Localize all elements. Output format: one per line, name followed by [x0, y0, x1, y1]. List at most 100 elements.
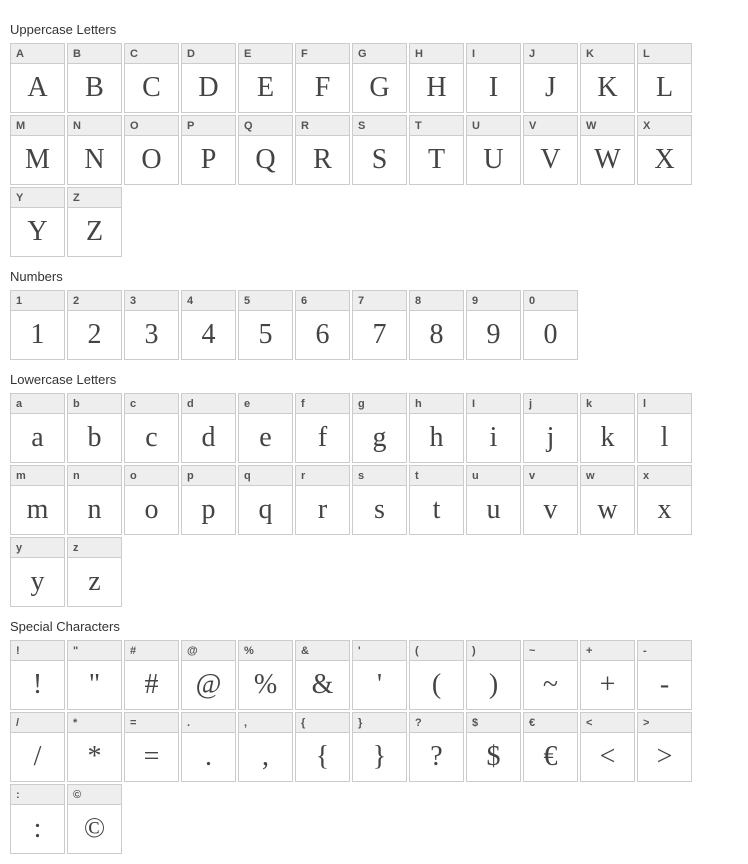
- char-cell[interactable]: Ii: [466, 393, 521, 463]
- char-label: S: [353, 116, 406, 136]
- char-label: :: [11, 785, 64, 805]
- char-cell[interactable]: YY: [10, 187, 65, 257]
- char-cell[interactable]: //: [10, 712, 65, 782]
- char-label: @: [182, 641, 235, 661]
- char-cell[interactable]: yy: [10, 537, 65, 607]
- char-cell[interactable]: $$: [466, 712, 521, 782]
- char-cell[interactable]: ::: [10, 784, 65, 854]
- char-cell[interactable]: UU: [466, 115, 521, 185]
- char-glyph: 0: [524, 311, 577, 359]
- char-cell[interactable]: {{: [295, 712, 350, 782]
- char-cell[interactable]: CC: [124, 43, 179, 113]
- char-cell[interactable]: EE: [238, 43, 293, 113]
- char-cell[interactable]: 66: [295, 290, 350, 360]
- char-cell[interactable]: ~~: [523, 640, 578, 710]
- char-cell[interactable]: cc: [124, 393, 179, 463]
- char-cell[interactable]: 44: [181, 290, 236, 360]
- char-cell[interactable]: "": [67, 640, 122, 710]
- char-cell[interactable]: ll: [637, 393, 692, 463]
- char-cell[interactable]: uu: [466, 465, 521, 535]
- char-cell[interactable]: jj: [523, 393, 578, 463]
- char-cell[interactable]: 88: [409, 290, 464, 360]
- char-cell[interactable]: kk: [580, 393, 635, 463]
- char-glyph: ©: [68, 805, 121, 853]
- char-cell[interactable]: !!: [10, 640, 65, 710]
- char-cell[interactable]: NN: [67, 115, 122, 185]
- char-glyph: 8: [410, 311, 463, 359]
- char-cell[interactable]: pp: [181, 465, 236, 535]
- char-cell[interactable]: ++: [580, 640, 635, 710]
- char-cell[interactable]: QQ: [238, 115, 293, 185]
- char-cell[interactable]: oo: [124, 465, 179, 535]
- char-cell[interactable]: SS: [352, 115, 407, 185]
- char-cell[interactable]: &&: [295, 640, 350, 710]
- char-cell[interactable]: xx: [637, 465, 692, 535]
- char-cell[interactable]: ss: [352, 465, 407, 535]
- char-cell[interactable]: gg: [352, 393, 407, 463]
- char-cell[interactable]: II: [466, 43, 521, 113]
- char-cell[interactable]: <<: [580, 712, 635, 782]
- char-cell[interactable]: }}: [352, 712, 407, 782]
- char-cell[interactable]: ©©: [67, 784, 122, 854]
- char-cell[interactable]: FF: [295, 43, 350, 113]
- char-cell[interactable]: PP: [181, 115, 236, 185]
- char-cell[interactable]: @@: [181, 640, 236, 710]
- char-glyph: p: [182, 486, 235, 534]
- char-cell[interactable]: LL: [637, 43, 692, 113]
- char-cell[interactable]: HH: [409, 43, 464, 113]
- char-cell[interactable]: ee: [238, 393, 293, 463]
- char-cell[interactable]: qq: [238, 465, 293, 535]
- char-cell[interactable]: vv: [523, 465, 578, 535]
- char-cell[interactable]: ff: [295, 393, 350, 463]
- char-cell[interactable]: aa: [10, 393, 65, 463]
- char-cell[interactable]: 11: [10, 290, 65, 360]
- char-cell[interactable]: TT: [409, 115, 464, 185]
- char-cell[interactable]: DD: [181, 43, 236, 113]
- char-cell[interactable]: bb: [67, 393, 122, 463]
- char-cell[interactable]: €€: [523, 712, 578, 782]
- char-cell[interactable]: 22: [67, 290, 122, 360]
- section-title: Numbers: [10, 269, 738, 284]
- char-cell[interactable]: AA: [10, 43, 65, 113]
- char-cell[interactable]: MM: [10, 115, 65, 185]
- char-cell[interactable]: ZZ: [67, 187, 122, 257]
- char-cell[interactable]: RR: [295, 115, 350, 185]
- char-label: &: [296, 641, 349, 661]
- char-cell[interactable]: 33: [124, 290, 179, 360]
- char-cell[interactable]: OO: [124, 115, 179, 185]
- char-cell[interactable]: ,,: [238, 712, 293, 782]
- char-cell[interactable]: >>: [637, 712, 692, 782]
- char-cell[interactable]: 99: [466, 290, 521, 360]
- char-cell[interactable]: hh: [409, 393, 464, 463]
- char-cell[interactable]: ..: [181, 712, 236, 782]
- char-cell[interactable]: zz: [67, 537, 122, 607]
- char-cell[interactable]: XX: [637, 115, 692, 185]
- section-title: Uppercase Letters: [10, 22, 738, 37]
- char-cell[interactable]: 00: [523, 290, 578, 360]
- char-cell[interactable]: dd: [181, 393, 236, 463]
- char-cell[interactable]: ??: [409, 712, 464, 782]
- char-cell[interactable]: tt: [409, 465, 464, 535]
- char-cell[interactable]: ((: [409, 640, 464, 710]
- char-cell[interactable]: rr: [295, 465, 350, 535]
- char-cell[interactable]: %%: [238, 640, 293, 710]
- char-cell[interactable]: BB: [67, 43, 122, 113]
- char-glyph: %: [239, 661, 292, 709]
- char-label: ~: [524, 641, 577, 661]
- char-cell[interactable]: KK: [580, 43, 635, 113]
- char-cell[interactable]: 77: [352, 290, 407, 360]
- char-cell[interactable]: 55: [238, 290, 293, 360]
- char-cell[interactable]: ==: [124, 712, 179, 782]
- char-cell[interactable]: JJ: [523, 43, 578, 113]
- char-cell[interactable]: '': [352, 640, 407, 710]
- char-cell[interactable]: mm: [10, 465, 65, 535]
- char-cell[interactable]: nn: [67, 465, 122, 535]
- char-cell[interactable]: ww: [580, 465, 635, 535]
- char-cell[interactable]: ##: [124, 640, 179, 710]
- char-cell[interactable]: )): [466, 640, 521, 710]
- char-cell[interactable]: --: [637, 640, 692, 710]
- char-cell[interactable]: VV: [523, 115, 578, 185]
- char-cell[interactable]: GG: [352, 43, 407, 113]
- char-cell[interactable]: WW: [580, 115, 635, 185]
- char-cell[interactable]: **: [67, 712, 122, 782]
